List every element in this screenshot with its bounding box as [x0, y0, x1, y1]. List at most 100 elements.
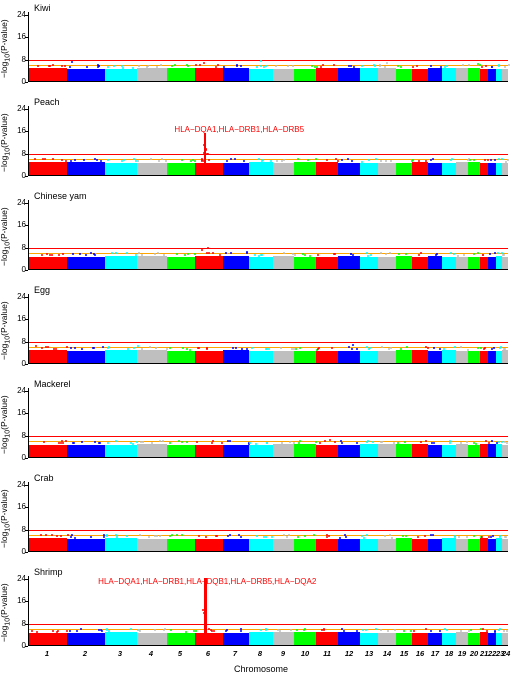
- chrom-7: [223, 482, 249, 551]
- chrom-9: [273, 200, 295, 269]
- chrom-6: [195, 482, 223, 551]
- chrom-14: [378, 482, 396, 551]
- outlier-dot: [201, 249, 203, 251]
- chrom-9: [273, 106, 295, 175]
- chrom-10: [294, 12, 316, 81]
- chrom-21: [480, 388, 488, 457]
- x-tick-4: 4: [136, 649, 166, 658]
- chrom-18: [442, 200, 456, 269]
- chrom-7: [223, 12, 249, 81]
- y-axis-label: −log10(P-value): [0, 113, 12, 172]
- chrom-11: [316, 294, 338, 363]
- chrom-20: [468, 106, 480, 175]
- peak-spike: [204, 578, 207, 645]
- plot-area: [28, 294, 508, 364]
- chrom-13: [360, 482, 378, 551]
- chrom-20: [468, 576, 480, 645]
- chrom-20: [468, 12, 480, 81]
- chrom-12: [338, 200, 360, 269]
- chrom-14: [378, 294, 396, 363]
- chrom-16: [412, 576, 428, 645]
- chrom-13: [360, 12, 378, 81]
- chrom-1: [29, 200, 67, 269]
- chrom-4: [137, 576, 167, 645]
- chrom-11: [316, 106, 338, 175]
- chrom-19: [456, 482, 468, 551]
- outlier-dot: [71, 61, 73, 63]
- chrom-24: [502, 482, 508, 551]
- chrom-10: [294, 106, 316, 175]
- plot-area: HLA−DQA1,HLA−DRB1,HLA−DRB5: [28, 106, 508, 176]
- x-tick-3: 3: [104, 649, 136, 658]
- outlier-dot: [260, 60, 262, 62]
- chrom-17: [428, 12, 442, 81]
- x-tick-6: 6: [194, 649, 222, 658]
- x-tick-20: 20: [468, 649, 480, 658]
- panel-crab: Crab−log10(P-value)081624: [0, 470, 522, 564]
- chrom-5: [167, 576, 195, 645]
- y-axis-label: −log10(P-value): [0, 395, 12, 454]
- chrom-4: [137, 200, 167, 269]
- chromosome-bars: [29, 106, 508, 175]
- chrom-24: [502, 294, 508, 363]
- chrom-21: [480, 106, 488, 175]
- chrom-15: [396, 576, 412, 645]
- chrom-2: [67, 106, 105, 175]
- chromosome-bars: [29, 388, 508, 457]
- chrom-15: [396, 482, 412, 551]
- y-axis-label: −log10(P-value): [0, 207, 12, 266]
- chromosome-bars: [29, 12, 508, 81]
- chrom-20: [468, 294, 480, 363]
- chrom-7: [223, 294, 249, 363]
- panel-chinese-yam: Chinese yam−log10(P-value)081624: [0, 188, 522, 282]
- chrom-22: [488, 106, 496, 175]
- chrom-19: [456, 294, 468, 363]
- chrom-2: [67, 200, 105, 269]
- chrom-5: [167, 106, 195, 175]
- chrom-1: [29, 294, 67, 363]
- y-axis-label: −log10(P-value): [0, 301, 12, 360]
- chrom-14: [378, 106, 396, 175]
- chrom-6: [195, 12, 223, 81]
- chrom-19: [456, 12, 468, 81]
- chrom-7: [223, 200, 249, 269]
- chromosome-bars: [29, 576, 508, 645]
- chrom-4: [137, 106, 167, 175]
- chrom-11: [316, 388, 338, 457]
- chrom-13: [360, 294, 378, 363]
- chrom-5: [167, 200, 195, 269]
- chrom-12: [338, 106, 360, 175]
- chrom-6: [195, 200, 223, 269]
- chrom-22: [488, 388, 496, 457]
- manhattan-stack: Kiwi−log10(P-value)081624Peach−log10(P-v…: [0, 0, 522, 682]
- chrom-24: [502, 576, 508, 645]
- chrom-12: [338, 576, 360, 645]
- outlier-dot: [329, 439, 331, 441]
- x-tick-10: 10: [294, 649, 316, 658]
- chrom-3: [105, 200, 137, 269]
- y-axis-label: −log10(P-value): [0, 489, 12, 548]
- chrom-14: [378, 200, 396, 269]
- chrom-13: [360, 106, 378, 175]
- chrom-8: [249, 106, 273, 175]
- chrom-3: [105, 12, 137, 81]
- chrom-14: [378, 576, 396, 645]
- chrom-1: [29, 482, 67, 551]
- x-tick-11: 11: [316, 649, 338, 658]
- chrom-15: [396, 388, 412, 457]
- chrom-21: [480, 482, 488, 551]
- chrom-17: [428, 388, 442, 457]
- chrom-18: [442, 482, 456, 551]
- chrom-15: [396, 106, 412, 175]
- chrom-5: [167, 388, 195, 457]
- x-tick-16: 16: [412, 649, 428, 658]
- chrom-18: [442, 12, 456, 81]
- chrom-19: [456, 388, 468, 457]
- chrom-11: [316, 200, 338, 269]
- chrom-5: [167, 12, 195, 81]
- chrom-9: [273, 576, 295, 645]
- chrom-16: [412, 200, 428, 269]
- chrom-19: [456, 200, 468, 269]
- chrom-8: [249, 388, 273, 457]
- chrom-22: [488, 576, 496, 645]
